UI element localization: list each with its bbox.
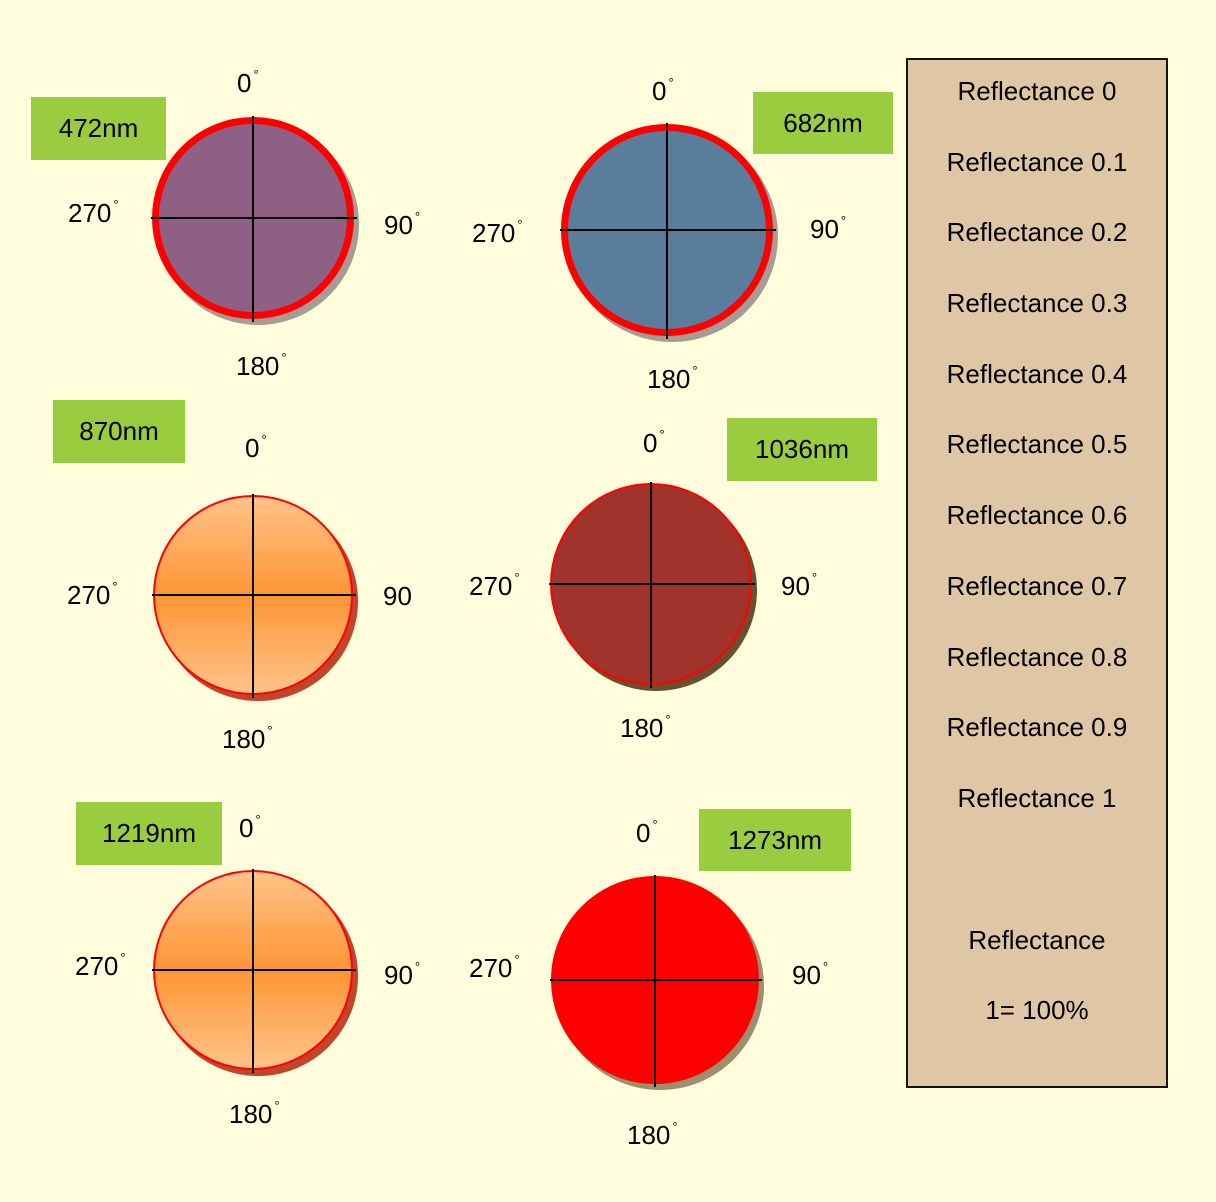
angle-label-bottom: 180 ° xyxy=(647,363,698,394)
wavelength-tag: 1219nm xyxy=(76,802,222,865)
legend-row: Reflectance 0.9 xyxy=(946,712,1128,742)
legend-row: Reflectance 0.5 xyxy=(946,429,1128,459)
crosshair-horizontal xyxy=(151,217,357,219)
angle-label-top: 0 ° xyxy=(636,817,658,848)
angle-label-right: 90 ° xyxy=(384,959,421,990)
angle-label-top: 0 ° xyxy=(245,432,267,463)
legend-note-value: 1= 100% xyxy=(985,995,1089,1025)
angle-label-bottom: 180 ° xyxy=(222,723,273,754)
legend-row: Reflectance 0.4 xyxy=(946,359,1128,389)
angle-label-bottom: 180 ° xyxy=(627,1119,678,1150)
angle-label-left: 270 ° xyxy=(67,579,118,610)
legend-row: Reflectance 0 xyxy=(957,76,1117,106)
crosshair-vertical xyxy=(252,869,254,1073)
angle-label-top: 0 ° xyxy=(652,75,674,106)
legend-note-title: Reflectance xyxy=(968,925,1106,955)
legend-row: Reflectance 0.3 xyxy=(946,288,1128,318)
wavelength-tag: 682nm xyxy=(753,92,893,154)
angle-label-left: 270 ° xyxy=(68,197,119,228)
wavelength-tag: 472nm xyxy=(31,97,166,160)
angle-label-top: 0 ° xyxy=(237,67,259,98)
crosshair-horizontal xyxy=(549,583,755,585)
legend-row: Reflectance 1 xyxy=(957,783,1117,813)
crosshair-vertical xyxy=(252,494,254,698)
wavelength-tag: 1036nm xyxy=(727,418,877,481)
angle-label-right: 90 xyxy=(383,581,412,611)
angle-label-left: 270 ° xyxy=(75,950,126,981)
reflectance-legend: Reflectance 0 Reflectance 0.1 Reflectanc… xyxy=(906,58,1168,1088)
angle-label-right: 90 ° xyxy=(792,959,829,990)
angle-label-bottom: 180 ° xyxy=(620,712,671,743)
wavelength-tag: 1273nm xyxy=(699,809,851,871)
angle-label-top: 0 ° xyxy=(239,812,261,843)
wavelength-tag: 870nm xyxy=(53,400,185,463)
crosshair-horizontal xyxy=(152,969,356,971)
angle-label-bottom: 180 ° xyxy=(236,350,287,381)
crosshair-vertical xyxy=(252,116,254,322)
crosshair-horizontal xyxy=(560,229,776,231)
legend-row: Reflectance 0.6 xyxy=(946,500,1128,530)
legend-row: Reflectance 0.1 xyxy=(946,147,1128,177)
angle-label-left: 270 ° xyxy=(472,217,523,248)
crosshair-vertical xyxy=(650,482,652,688)
crosshair-horizontal xyxy=(152,594,356,596)
angle-label-left: 270 ° xyxy=(469,570,520,601)
angle-label-bottom: 180 ° xyxy=(229,1098,280,1129)
angle-label-right: 90 ° xyxy=(384,209,421,240)
crosshair-horizontal xyxy=(550,979,762,981)
legend-row: Reflectance 0.7 xyxy=(946,571,1128,601)
angle-label-right: 90 ° xyxy=(781,570,818,601)
crosshair-vertical xyxy=(654,875,656,1087)
crosshair-vertical xyxy=(666,123,668,339)
angle-label-left: 270 ° xyxy=(469,952,520,983)
angle-label-top: 0 ° xyxy=(643,427,665,458)
legend-row: Reflectance 0.8 xyxy=(946,642,1128,672)
angle-label-right: 90 ° xyxy=(810,213,847,244)
legend-row: Reflectance 0.2 xyxy=(946,217,1128,247)
